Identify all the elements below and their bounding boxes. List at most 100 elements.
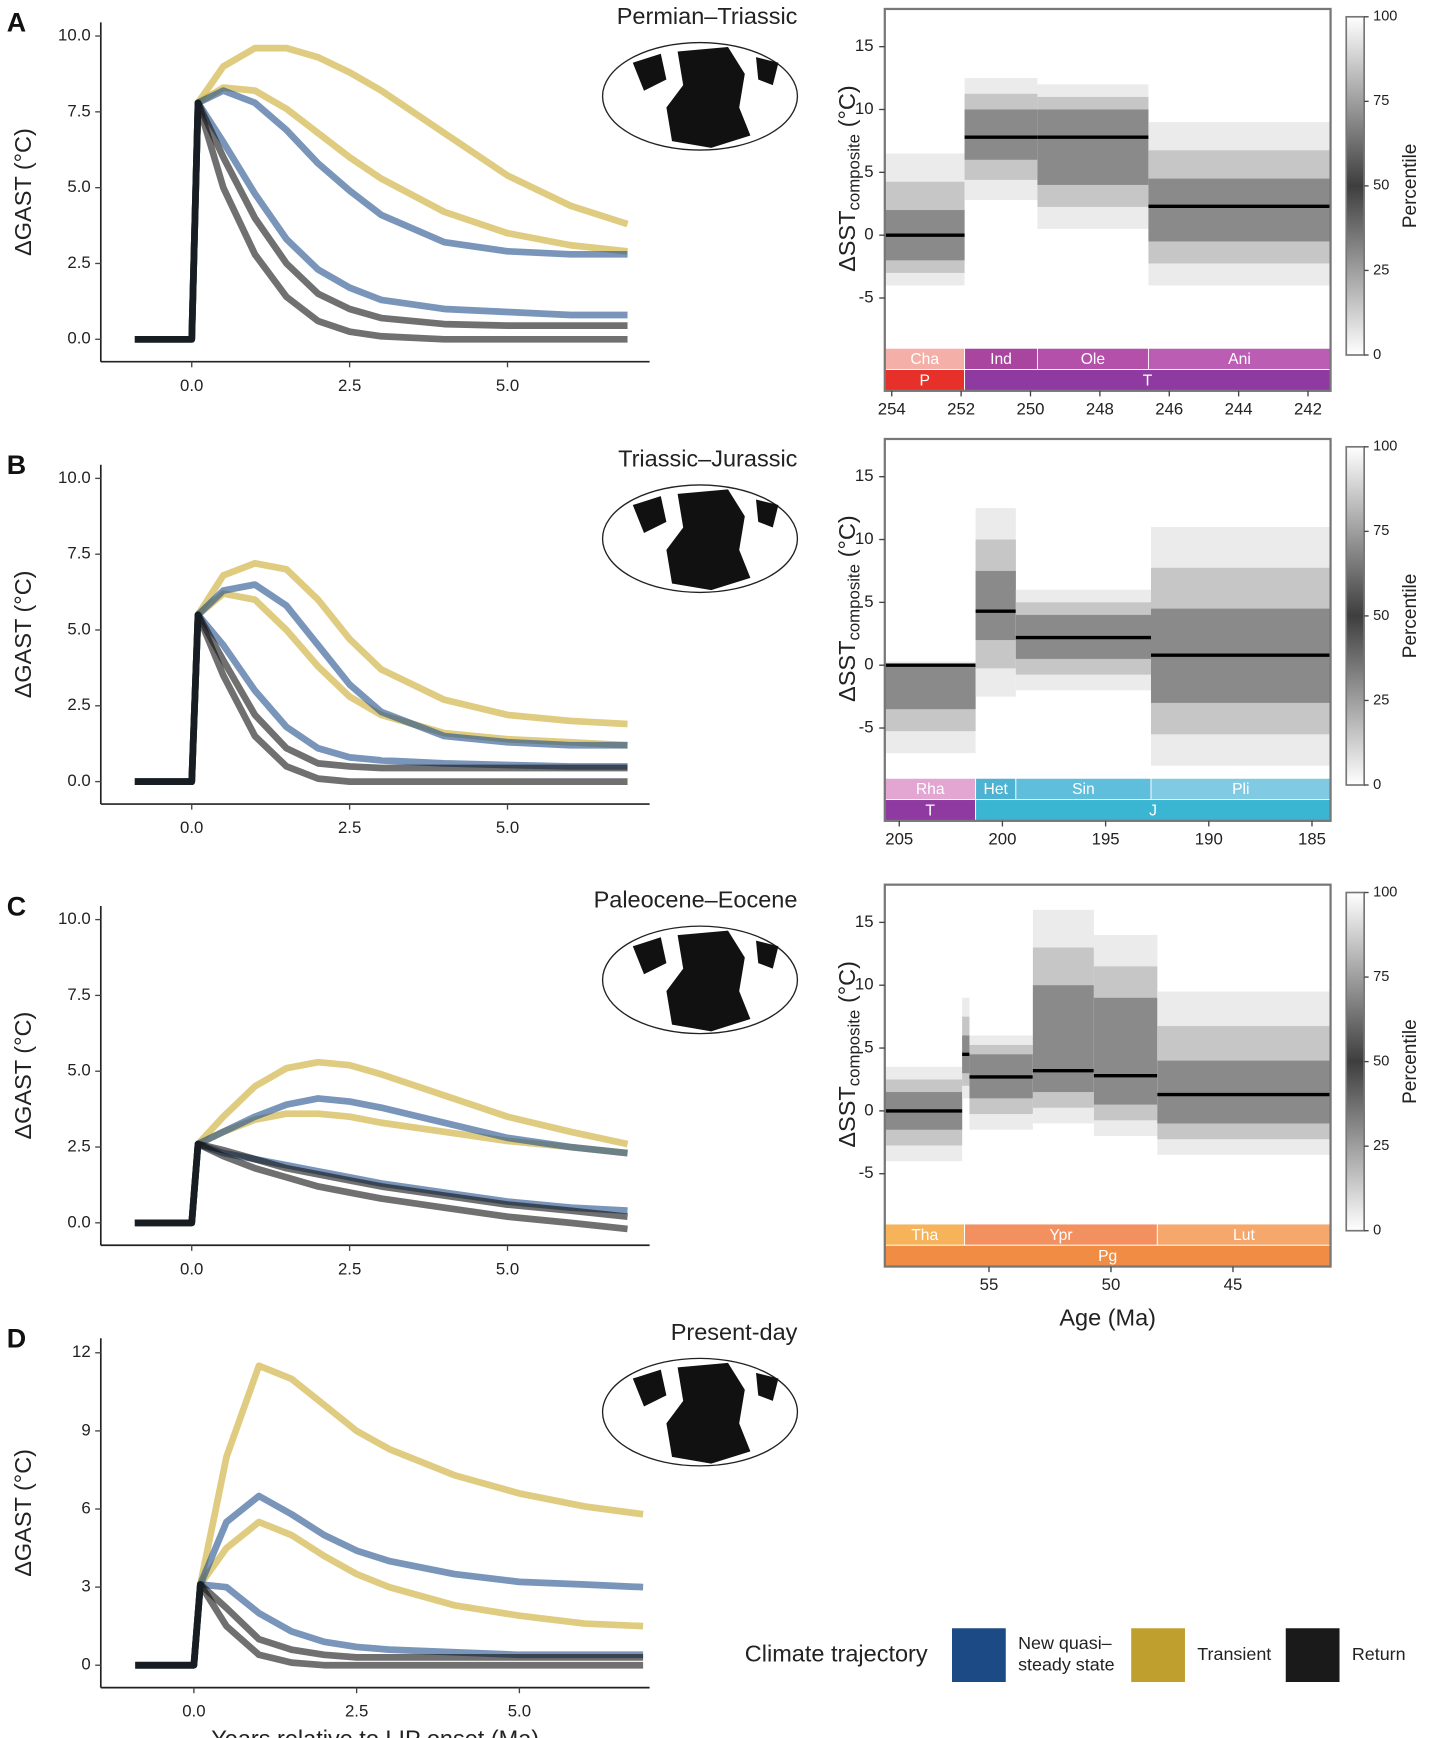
x-tick-label: 254 xyxy=(878,399,906,418)
y-tick-label: 5.0 xyxy=(67,619,90,638)
x-tick-label: 5.0 xyxy=(496,818,519,837)
x-tick-label: 0.0 xyxy=(182,1702,205,1721)
x-axis-label: Age (Ma) xyxy=(1059,1304,1156,1330)
y-tick-label: -5 xyxy=(859,1163,874,1182)
land xyxy=(666,930,751,1032)
y-tick-label: 10 xyxy=(855,975,874,994)
stage-label: Ind xyxy=(990,351,1012,368)
colorbar-tick-label: 100 xyxy=(1373,9,1397,25)
colorbar-tick-label: 50 xyxy=(1373,178,1389,194)
trajectory xyxy=(134,590,628,786)
colorbar-tick-label: 75 xyxy=(1373,93,1389,109)
percentile-inner xyxy=(1037,109,1149,185)
y-tick-label: 12 xyxy=(72,1342,91,1361)
y-tick-label: 10 xyxy=(855,529,874,548)
x-tick-label: 0.0 xyxy=(180,376,203,395)
y-label-unit: (°C) xyxy=(834,515,860,557)
land xyxy=(666,47,751,148)
panel-title: Triassic–Jurassic xyxy=(618,445,798,471)
legend-label: Transient xyxy=(1197,1644,1271,1664)
stage-label: Rha xyxy=(916,781,945,798)
x-axis-label: Years relative to LIP onset (Ma) xyxy=(211,1725,539,1738)
panel-title: Paleocene–Eocene xyxy=(594,887,798,913)
trajectory xyxy=(134,99,628,343)
y-axis-label: ΔSSTcomposite (°C) xyxy=(834,961,864,1148)
period-label: P xyxy=(919,372,929,389)
y-label-main: ΔSST xyxy=(834,641,860,702)
percentile-inner xyxy=(1093,997,1158,1105)
land xyxy=(756,57,779,86)
x-tick-label: 5.0 xyxy=(496,1259,519,1278)
trajectory xyxy=(134,44,629,343)
colorbar-tick-label: 100 xyxy=(1373,884,1397,900)
stage-label: Ole xyxy=(1081,351,1106,368)
trajectory xyxy=(135,1581,644,1669)
y-tick-label: -5 xyxy=(859,717,874,736)
y-tick-label: 5 xyxy=(864,162,873,181)
y-tick-label: 7.5 xyxy=(67,101,90,120)
y-label-unit: (°C) xyxy=(834,85,860,127)
stage-label: Sin xyxy=(1072,781,1095,798)
y-tick-label: 10.0 xyxy=(58,909,91,928)
y-axis-label: ΔSSTcomposite (°C) xyxy=(834,515,864,702)
y-tick-label: 5.0 xyxy=(67,177,90,196)
stage-label: Lut xyxy=(1233,1227,1255,1244)
y-label-sub: composite xyxy=(845,564,864,640)
x-tick-label: 205 xyxy=(885,829,913,848)
x-tick-label: 2.5 xyxy=(338,376,361,395)
colorbar-tick-label: 50 xyxy=(1373,608,1389,624)
y-label-unit: (°C) xyxy=(834,961,860,1003)
y-tick-label: 10.0 xyxy=(58,468,91,487)
colorbar xyxy=(1345,445,1365,786)
trajectory xyxy=(134,1140,628,1227)
y-tick-label: 5 xyxy=(864,1037,873,1056)
period-label: J xyxy=(1149,802,1157,819)
colorbar xyxy=(1345,15,1365,356)
panel-letter: D xyxy=(7,1324,26,1354)
y-axis-label: ΔGAST (°C) xyxy=(10,1012,36,1140)
trajectory xyxy=(134,1140,628,1233)
plot-frame xyxy=(883,883,1332,1268)
y-tick-label: 0 xyxy=(864,225,873,244)
y-tick-label: 15 xyxy=(855,36,874,55)
stage-label: Cha xyxy=(910,351,939,368)
x-tick-label: 195 xyxy=(1092,829,1120,848)
y-tick-label: 2.5 xyxy=(67,253,90,272)
percentile-inner xyxy=(1157,1060,1331,1124)
colorbar-label: Percentile xyxy=(1400,144,1421,229)
y-axis-label: ΔSSTcomposite (°C) xyxy=(834,85,864,272)
panel-letter: A xyxy=(7,8,26,38)
panel-letter: C xyxy=(7,891,26,921)
percentile-inner xyxy=(1032,985,1094,1093)
x-tick-label: 185 xyxy=(1298,829,1326,848)
y-tick-label: 0.0 xyxy=(67,329,90,348)
stage-label: Tha xyxy=(911,1227,938,1244)
stage-label: Ypr xyxy=(1049,1227,1072,1244)
period-label: Pg xyxy=(1098,1248,1117,1265)
panel-letter: B xyxy=(7,450,26,480)
y-tick-label: 10 xyxy=(855,99,874,118)
land xyxy=(666,489,751,591)
colorbar-label: Percentile xyxy=(1400,1019,1421,1104)
y-tick-label: 2.5 xyxy=(67,695,90,714)
y-tick-label: 0 xyxy=(864,1100,873,1119)
x-tick-label: 200 xyxy=(988,829,1016,848)
y-tick-label: 7.5 xyxy=(67,544,90,563)
x-tick-label: 2.5 xyxy=(338,818,361,837)
x-tick-label: 246 xyxy=(1155,399,1183,418)
x-tick-label: 0.0 xyxy=(180,1259,203,1278)
x-tick-label: 244 xyxy=(1225,399,1253,418)
map-icon xyxy=(601,925,799,1035)
y-axis-label: ΔGAST (°C) xyxy=(10,1449,36,1577)
land xyxy=(632,53,667,91)
plot-frame xyxy=(883,437,1332,822)
land xyxy=(632,496,667,534)
percentile-inner xyxy=(884,665,976,710)
plot-frame xyxy=(883,7,1332,392)
x-tick-label: 2.5 xyxy=(338,1259,361,1278)
trajectory xyxy=(134,611,628,786)
trajectory xyxy=(134,559,628,786)
colorbar-tick-label: 25 xyxy=(1373,1138,1389,1154)
percentile-inner xyxy=(975,570,1016,641)
y-tick-label: 15 xyxy=(855,912,874,931)
